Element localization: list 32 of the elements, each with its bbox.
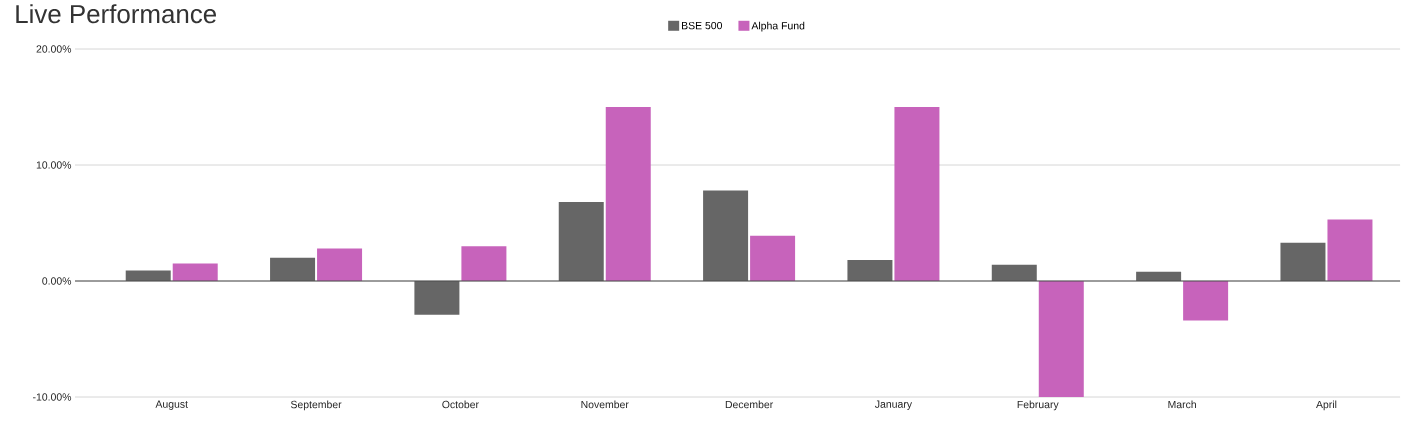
x-tick-label: August — [155, 400, 188, 410]
bar — [750, 235, 796, 281]
legend-label: BSE 500 — [682, 21, 723, 30]
bar — [847, 260, 893, 281]
x-tick-label: January — [874, 400, 913, 410]
y-tick-label: 10.00% — [36, 161, 72, 169]
bar — [703, 190, 749, 281]
x-tick-label: December — [725, 400, 774, 409]
bar — [172, 263, 218, 281]
x-tick-label: March — [1168, 400, 1196, 409]
y-tick-label: 0.00% — [42, 277, 72, 285]
bar — [1327, 219, 1373, 281]
x-tick-label: April — [1316, 400, 1337, 411]
x-tick-label: February — [1017, 400, 1059, 411]
bar — [1038, 281, 1084, 397]
x-tick-label: November — [581, 400, 629, 409]
legend-label: Alpha Fund — [751, 21, 805, 32]
bar — [414, 281, 460, 315]
bar — [461, 246, 507, 281]
bar — [270, 257, 316, 281]
bar — [605, 107, 651, 281]
x-tick-label: September — [290, 400, 342, 411]
bar — [894, 107, 940, 281]
y-tick-label: 20.00% — [36, 45, 72, 53]
bar — [558, 202, 604, 281]
bar — [317, 248, 363, 281]
bar — [1183, 281, 1229, 321]
bar — [991, 264, 1037, 281]
x-tick-label: October — [442, 400, 479, 409]
chart-title: Live Performance — [16, 4, 217, 24]
bar — [1280, 242, 1326, 281]
y-tick-label: -10.00% — [33, 393, 72, 401]
